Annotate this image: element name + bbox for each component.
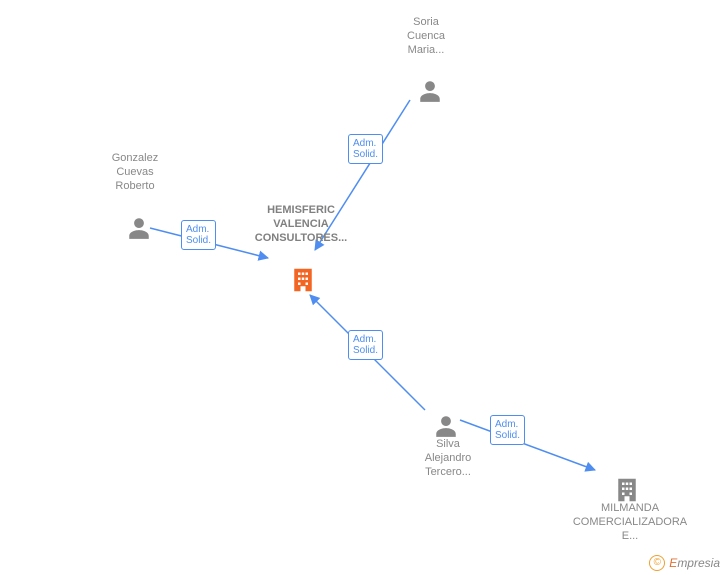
- edge-badge[interactable]: Adm. Solid.: [490, 415, 525, 445]
- person-icon[interactable]: [417, 78, 443, 109]
- building-icon[interactable]: [612, 475, 642, 510]
- brand-text: Empresia: [669, 556, 720, 570]
- edge-badge[interactable]: Adm. Solid.: [348, 134, 383, 164]
- person-icon[interactable]: [433, 413, 459, 444]
- building-icon[interactable]: [288, 265, 318, 300]
- edge-badge[interactable]: Adm. Solid.: [348, 330, 383, 360]
- edge-line: [315, 100, 410, 250]
- node-label[interactable]: HEMISFERICVALENCIACONSULTORES...: [236, 204, 366, 245]
- network-diagram: GonzalezCuevasRoberto SoriaCuencaMaria...…: [0, 0, 728, 575]
- credit: © Empresia: [649, 555, 720, 571]
- node-label[interactable]: SoriaCuencaMaria...: [396, 16, 456, 57]
- node-label[interactable]: GonzalezCuevasRoberto: [100, 152, 170, 193]
- edge-badge[interactable]: Adm. Solid.: [181, 220, 216, 250]
- copyright-icon: ©: [649, 555, 665, 571]
- node-label[interactable]: SilvaAlejandroTercero...: [408, 438, 488, 479]
- edge-line: [460, 420, 595, 470]
- person-icon[interactable]: [126, 215, 152, 246]
